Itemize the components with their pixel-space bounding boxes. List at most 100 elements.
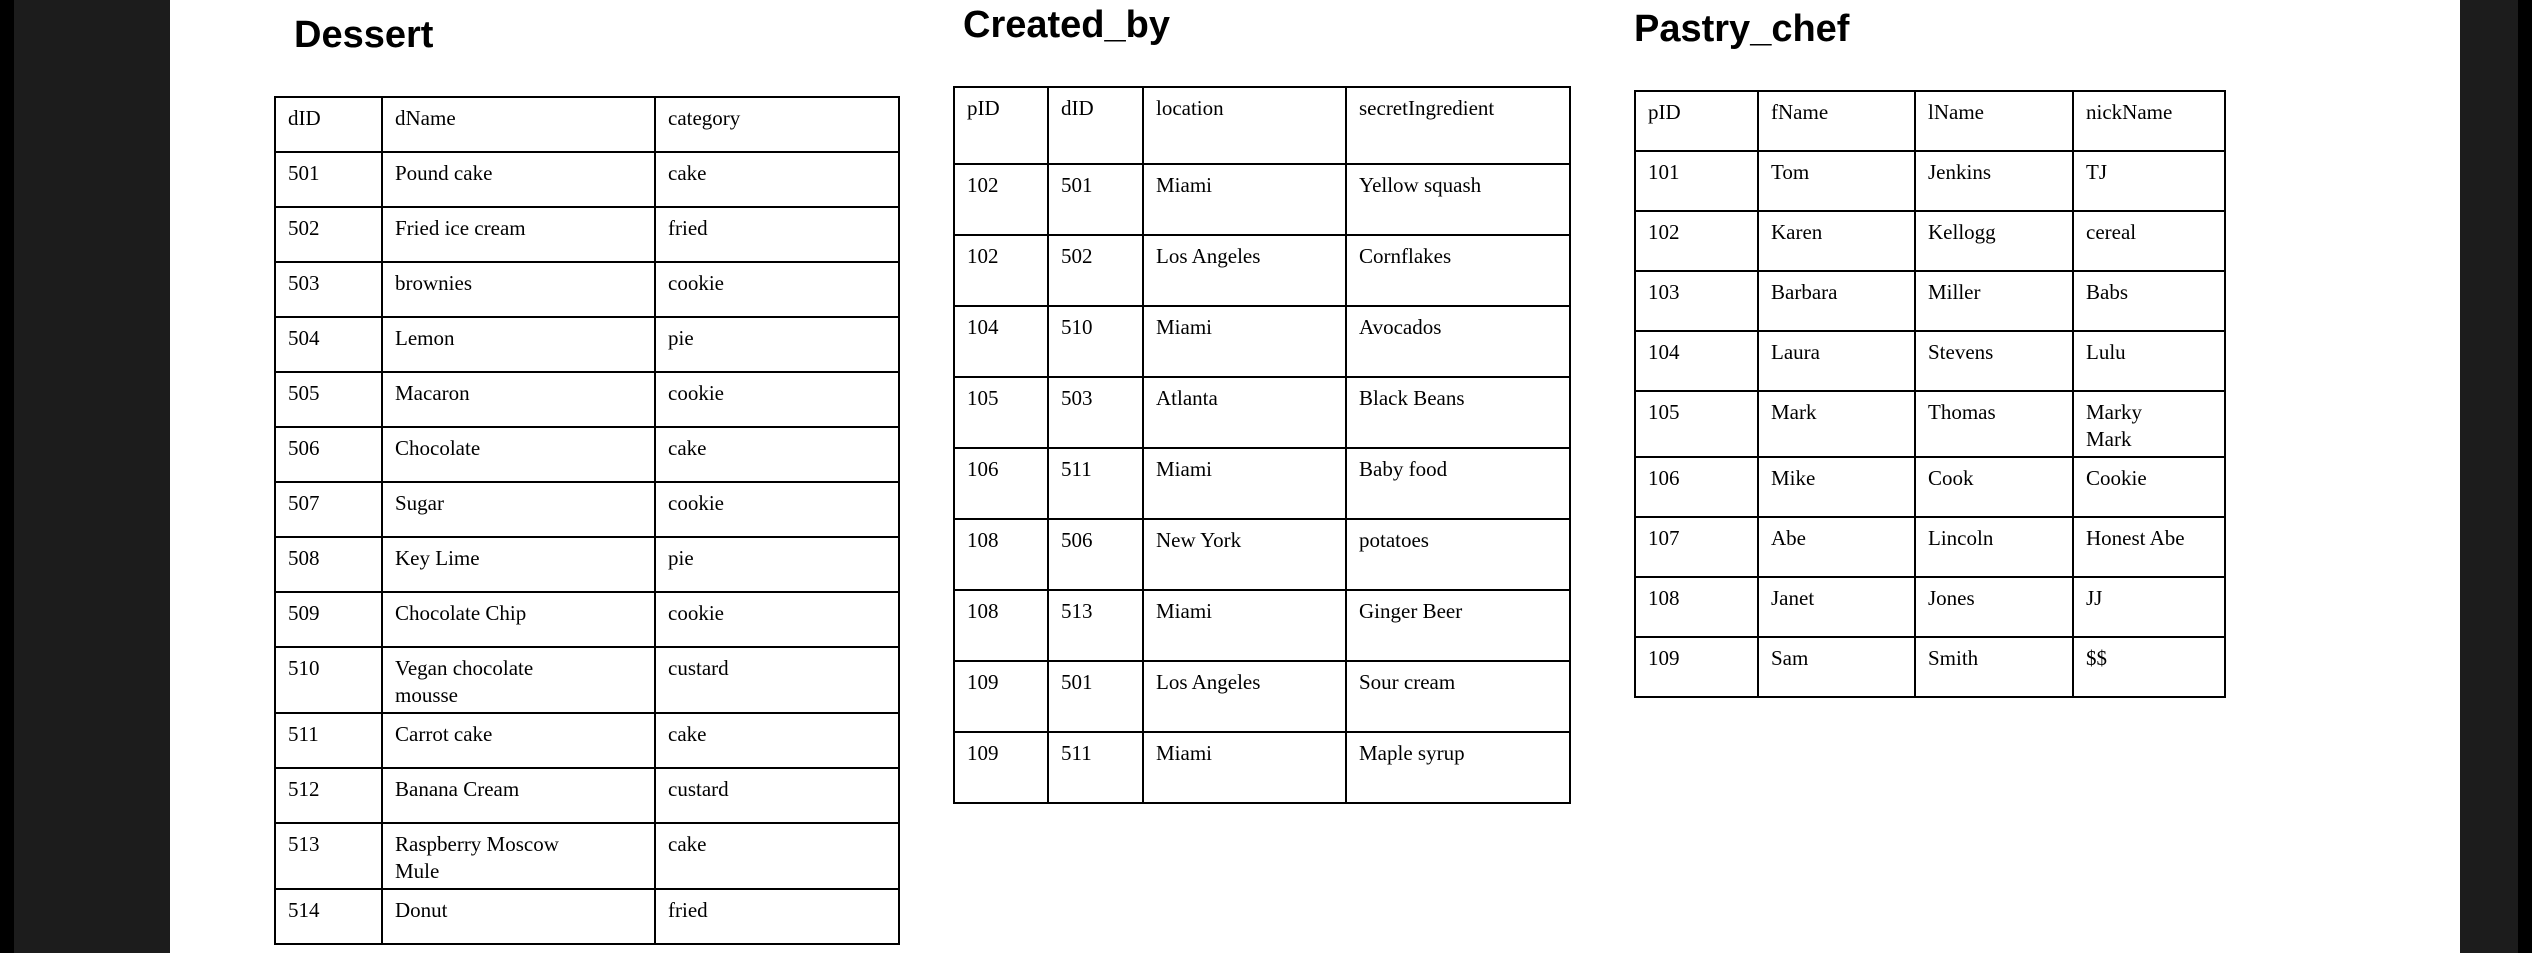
table-cell: Fried ice cream (381, 206, 656, 263)
column-header: fName (1757, 90, 1916, 152)
table-cell: 507 (274, 481, 383, 538)
right-edge-strip (2518, 0, 2532, 953)
table-cell: 502 (1047, 234, 1144, 307)
table-row: 102 501 Miami Yellow squash (953, 163, 1571, 236)
table-cell: cookie (654, 261, 900, 318)
table-row: 514 Donut fried (274, 888, 900, 945)
table-cell: pie (654, 536, 900, 593)
table-cell: 510 (1047, 305, 1144, 378)
table-cell: Ginger Beer (1345, 589, 1571, 662)
table-cell: fried (654, 888, 900, 945)
table-cell: 103 (1634, 270, 1759, 332)
table-cell: Macaron (381, 371, 656, 428)
table-cell: custard (654, 646, 900, 714)
table-cell: 509 (274, 591, 383, 648)
table-cell: cereal (2072, 210, 2226, 272)
table-cell: Miami (1142, 305, 1347, 378)
table-cell: 105 (1634, 390, 1759, 458)
table-cell: cookie (654, 371, 900, 428)
table-cell: Janet (1757, 576, 1916, 638)
table-row: 103 Barbara Miller Babs (1634, 270, 2226, 332)
table-cell: 107 (1634, 516, 1759, 578)
table-cell: cookie (654, 591, 900, 648)
table-row: 102 Karen Kellogg cereal (1634, 210, 2226, 272)
table-row: 511 Carrot cake cake (274, 712, 900, 769)
table-cell: Key Lime (381, 536, 656, 593)
table-cell: New York (1142, 518, 1347, 591)
table-row: 105 Mark Thomas Marky Mark (1634, 390, 2226, 458)
table-row: 506 Chocolate cake (274, 426, 900, 483)
table-cell: Miller (1914, 270, 2074, 332)
table-row: 508 Key Lime pie (274, 536, 900, 593)
table-cell: 108 (1634, 576, 1759, 638)
column-header: dID (274, 96, 383, 153)
column-header: nickName (2072, 90, 2226, 152)
pastry-chef-table-title: Pastry_chef (1634, 8, 1850, 50)
table-cell: 108 (953, 518, 1049, 591)
table-cell: Chocolate Chip (381, 591, 656, 648)
table-row: 513 Raspberry Moscow Mule cake (274, 822, 900, 890)
table-cell: Babs (2072, 270, 2226, 332)
table-cell: Jones (1914, 576, 2074, 638)
table-cell: JJ (2072, 576, 2226, 638)
table-cell: Lemon (381, 316, 656, 373)
table-cell: cookie (654, 481, 900, 538)
table-cell: 106 (1634, 456, 1759, 518)
table-cell: Baby food (1345, 447, 1571, 520)
table-cell: 508 (274, 536, 383, 593)
table-row: 507 Sugar cookie (274, 481, 900, 538)
table-cell: cake (654, 426, 900, 483)
table-cell: 510 (274, 646, 383, 714)
table-row: 109 Sam Smith $$ (1634, 636, 2226, 698)
table-cell: potatoes (1345, 518, 1571, 591)
table-cell: 503 (1047, 376, 1144, 449)
table-cell: Marky Mark (2072, 390, 2226, 458)
table-cell: cake (654, 712, 900, 769)
table-row: 504 Lemon pie (274, 316, 900, 373)
table-cell: Maple syrup (1345, 731, 1571, 804)
column-header: location (1142, 86, 1347, 165)
dessert-table-section: Dessert dID dName category 501 Pound cake cak… (274, 12, 900, 945)
table-cell: Tom (1757, 150, 1916, 212)
table-row: 512 Banana Cream custard (274, 767, 900, 824)
column-header: lName (1914, 90, 2074, 152)
table-cell: 505 (274, 371, 383, 428)
table-cell: 501 (1047, 163, 1144, 236)
table-cell: Black Beans (1345, 376, 1571, 449)
created-by-table: pID dID location secretIngredient 102 501 Miam… (953, 86, 1571, 804)
table-cell: 106 (953, 447, 1049, 520)
table-cell: Sour cream (1345, 660, 1571, 733)
table-cell: Stevens (1914, 330, 2074, 392)
table-row: 502 Fried ice cream fried (274, 206, 900, 263)
table-cell: 511 (274, 712, 383, 769)
table-cell: Miami (1142, 447, 1347, 520)
header-row: pID fName lName nickName (1634, 90, 2226, 152)
table-cell: Kellogg (1914, 210, 2074, 272)
table-cell: Raspberry Moscow Mule (381, 822, 656, 890)
created-by-table-section: Created_by pID dID location secretIngredien… (953, 2, 1571, 804)
table-cell: brownies (381, 261, 656, 318)
created-by-table-title: Created_by (963, 4, 1170, 46)
table-cell: 109 (1634, 636, 1759, 698)
table-cell: Atlanta (1142, 376, 1347, 449)
column-header: category (654, 96, 900, 153)
table-cell: Chocolate (381, 426, 656, 483)
left-dark-panel (0, 0, 170, 953)
table-cell: 104 (1634, 330, 1759, 392)
table-cell: 511 (1047, 731, 1144, 804)
pastry-chef-table: pID fName lName nickName 101 Tom Jenkins TJ 102 K… (1634, 90, 2226, 698)
table-cell: Abe (1757, 516, 1916, 578)
table-cell: 511 (1047, 447, 1144, 520)
table-cell: Cook (1914, 456, 2074, 518)
table-row: 104 Laura Stevens Lulu (1634, 330, 2226, 392)
table-cell: Donut (381, 888, 656, 945)
column-header: pID (1634, 90, 1759, 152)
table-row: 102 502 Los Angeles Cornflakes (953, 234, 1571, 307)
table-row: 109 501 Los Angeles Sour cream (953, 660, 1571, 733)
table-cell: Honest Abe (2072, 516, 2226, 578)
table-row: 107 Abe Lincoln Honest Abe (1634, 516, 2226, 578)
table-cell: Los Angeles (1142, 234, 1347, 307)
table-cell: Miami (1142, 589, 1347, 662)
table-cell: Lincoln (1914, 516, 2074, 578)
dessert-table: dID dName category 501 Pound cake cake 502 Frie… (274, 96, 900, 945)
